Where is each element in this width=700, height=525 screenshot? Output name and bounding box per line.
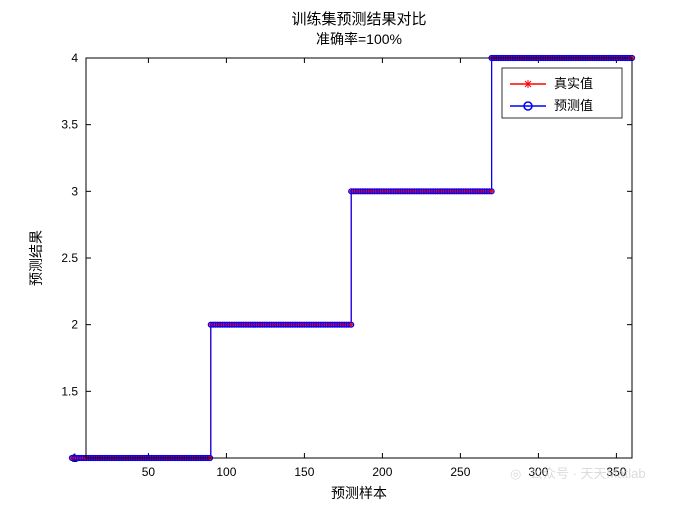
chart-svg: 5010015020025030035011.522.533.54训练集预测结果… — [0, 0, 700, 525]
chart-subtitle: 准确率=100% — [316, 31, 402, 47]
ytick-label: 2 — [71, 318, 78, 332]
ytick-label: 2.5 — [61, 251, 78, 265]
chart-title: 训练集预测结果对比 — [291, 11, 426, 28]
xtick-label: 50 — [142, 465, 156, 479]
xtick-label: 100 — [216, 465, 236, 479]
ytick-label: 3 — [71, 184, 78, 198]
y-axis-label: 预测结果 — [28, 230, 44, 286]
chart-container: 5010015020025030035011.522.533.54训练集预测结果… — [0, 0, 700, 525]
legend-label: 真实值 — [554, 76, 593, 91]
legend-label: 预测值 — [554, 98, 593, 113]
xtick-label: 200 — [372, 465, 392, 479]
ytick-label: 4 — [71, 51, 78, 65]
ytick-label: 1.5 — [61, 384, 78, 398]
ytick-label: 3.5 — [61, 118, 78, 132]
watermark-text: 公众号 · 天天Matlab — [530, 466, 646, 481]
xtick-label: 150 — [294, 465, 314, 479]
xtick-label: 250 — [450, 465, 470, 479]
x-axis-label: 预测样本 — [331, 485, 387, 501]
watermark-icon: ◎ — [510, 466, 521, 481]
